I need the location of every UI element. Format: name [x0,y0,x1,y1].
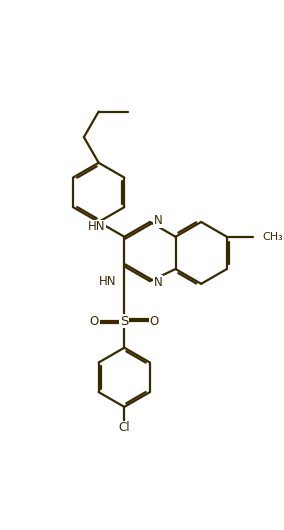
Text: O: O [90,315,99,328]
Text: HN: HN [99,275,116,288]
Text: Cl: Cl [118,421,130,434]
Text: N: N [154,214,163,227]
Text: O: O [150,315,159,328]
Text: CH₃: CH₃ [262,232,283,242]
Text: N: N [154,276,163,289]
Text: S: S [120,315,128,328]
Text: HN: HN [88,220,106,233]
